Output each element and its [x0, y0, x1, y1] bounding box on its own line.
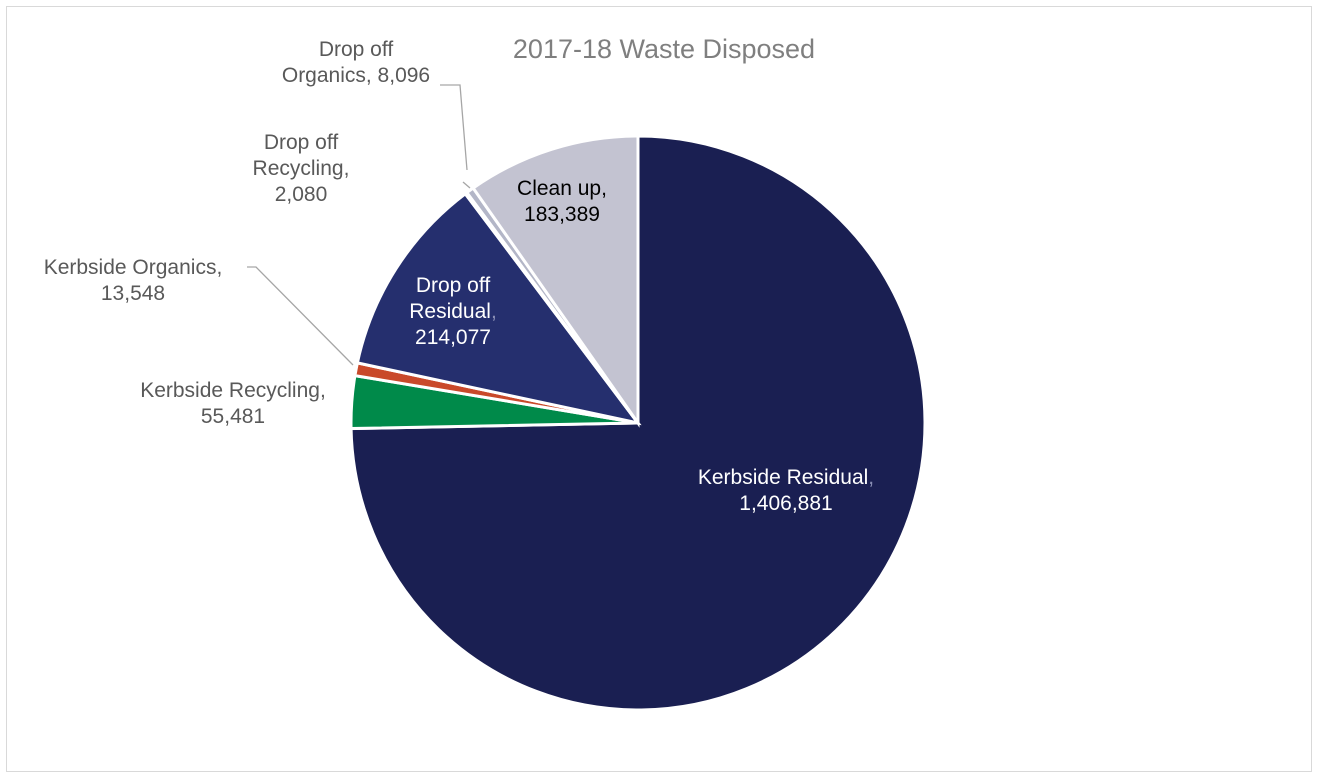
label-separator: , — [320, 379, 326, 402]
data-label-kerbside-recycling: Kerbside Recycling, 55,481 — [140, 379, 326, 428]
label-separator: , — [216, 256, 222, 279]
slice-clean-up — [471, 134, 640, 428]
data-label-name: Drop off — [319, 38, 393, 61]
data-label-name: Kerbside Recycling, — [140, 379, 326, 402]
data-label-value: 183,389 — [524, 203, 600, 226]
data-label-name: Recycling, — [253, 157, 350, 180]
data-label-name: Drop off — [264, 131, 338, 154]
data-label-value: 214,077 — [415, 326, 491, 349]
data-label-clean-up: Clean up, 183,389 — [517, 177, 607, 226]
data-label-value: 1,406,881 — [739, 492, 832, 515]
data-label-name: Residual, — [409, 300, 497, 323]
leader-line-drop-off-organics — [440, 84, 468, 171]
data-label-name: Clean up, — [517, 177, 607, 200]
data-label-value: 13,548 — [101, 282, 165, 305]
data-label-value: 2,080 — [275, 183, 328, 206]
label-separator: , — [491, 300, 497, 323]
data-label-kerbside-residual: Kerbside Residual, 1,406,881 — [698, 466, 874, 515]
data-label-name: Kerbside Residual, — [698, 466, 874, 489]
slice-drop-off-residual — [355, 191, 642, 426]
label-separator: , — [868, 466, 874, 489]
data-label-drop-off-residual: Drop off Residual, 214,077 — [409, 274, 497, 349]
data-label-name: Kerbside Organics, — [44, 256, 223, 279]
data-label-value: 55,481 — [201, 405, 265, 428]
data-label-value: Organics, 8,096 — [282, 64, 430, 87]
data-label-kerbside-organics: Kerbside Organics, 13,548 — [44, 256, 223, 305]
leader-line-drop-off-recycling — [462, 181, 471, 189]
label-separator: , — [344, 157, 350, 180]
data-label-drop-off-organics: Drop off Organics, 8,096 — [282, 38, 430, 87]
data-label-name: Drop off — [416, 274, 490, 297]
leader-line-kerbside-organics — [247, 266, 354, 366]
chart-title: 2017-18 Waste Disposed — [513, 34, 815, 64]
data-label-drop-off-recycling: Drop off Recycling, 2,080 — [253, 131, 350, 206]
